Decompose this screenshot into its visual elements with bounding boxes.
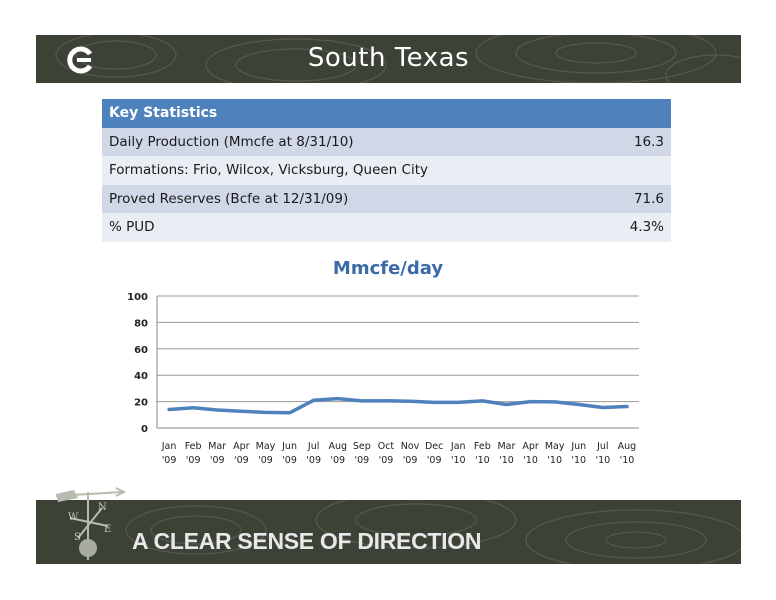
line-chart: 0 20 40 60 80 100 Jan '09 Feb '09 Mar '09 Apr '09 May '…: [127, 292, 639, 466]
topographic-pattern: [55, 35, 741, 83]
y-tick-label: 0: [141, 424, 148, 435]
x-tick-label: Jul: [307, 441, 319, 452]
x-tick-label: Jul: [596, 441, 608, 452]
svg-text:S: S: [74, 532, 81, 543]
y-tick-label: 60: [134, 345, 148, 356]
y-tick-label: 80: [134, 318, 148, 329]
x-tick-label: '10: [475, 455, 490, 466]
x-tick-label: May: [545, 441, 565, 452]
table-row: Proved Reserves (Bcfe at 12/31/09) 71.6: [102, 184, 671, 213]
x-tick-label: '09: [330, 455, 345, 466]
svg-text:W: W: [68, 512, 79, 523]
x-tick-label: Jun: [570, 441, 586, 452]
x-tick-label: '09: [162, 455, 177, 466]
key-statistics-table: Key Statistics Daily Production (Mmcfe a…: [102, 99, 671, 242]
row-value: 4.3%: [598, 213, 671, 242]
x-tick-label: Feb: [474, 441, 491, 452]
x-tick-label: Oct: [378, 441, 395, 452]
table-header-row: Key Statistics: [102, 99, 671, 128]
svg-text:E: E: [104, 524, 111, 535]
x-tick-label: Jun: [281, 441, 297, 452]
x-tick-label: '10: [620, 455, 635, 466]
y-tick-label: 40: [134, 371, 148, 382]
x-tick-label: '10: [451, 455, 466, 466]
x-tick-label: Jan: [161, 441, 177, 452]
x-tick-label: '09: [403, 455, 418, 466]
topographic-pattern: [125, 500, 741, 564]
x-tick-label: Sep: [353, 441, 371, 452]
x-tick-label: Mar: [208, 441, 226, 452]
y-tick-label: 20: [134, 398, 148, 409]
x-tick-label: '09: [379, 455, 394, 466]
row-label: Proved Reserves (Bcfe at 12/31/09): [102, 184, 599, 213]
series-line: [167, 396, 629, 415]
company-logo-icon: [64, 45, 94, 75]
x-tick-label: Aug: [328, 441, 347, 452]
row-value: 71.6: [598, 184, 671, 213]
x-tick-label: '10: [523, 455, 538, 466]
x-tick-label: Mar: [497, 441, 515, 452]
x-tick-label: '10: [499, 455, 514, 466]
table-row: % PUD 4.3%: [102, 213, 671, 242]
x-tick-label: '10: [571, 455, 586, 466]
x-tick-label: Aug: [618, 441, 637, 452]
x-tick-label: '09: [306, 455, 321, 466]
svg-text:N: N: [98, 502, 107, 513]
y-tick-label: 100: [127, 292, 148, 303]
x-tick-label: Feb: [185, 441, 202, 452]
row-value: [598, 156, 671, 185]
x-tick-label: '09: [186, 455, 201, 466]
x-tick-label: '09: [258, 455, 273, 466]
x-tick-label: Dec: [425, 441, 443, 452]
footer-banner: A CLEAR SENSE OF DIRECTION: [36, 500, 741, 564]
row-value: 16.3: [598, 127, 671, 156]
table-row: Daily Production (Mmcfe at 8/31/10) 16.3: [102, 127, 671, 156]
row-label: Daily Production (Mmcfe at 8/31/10): [102, 127, 599, 156]
x-tick-label: '10: [547, 455, 562, 466]
header-banner: South Texas: [36, 35, 741, 83]
table-header: Key Statistics: [102, 99, 671, 128]
table-row: Formations: Frio, Wilcox, Vicksburg, Que…: [102, 156, 671, 185]
weather-vane-icon: W E S N: [52, 482, 132, 562]
x-tick-label: '10: [595, 455, 610, 466]
tagline: A CLEAR SENSE OF DIRECTION: [132, 528, 482, 554]
chart-title: Mmcfe/day: [332, 258, 444, 279]
x-tick-label: Nov: [401, 441, 420, 452]
x-tick-label: '09: [210, 455, 225, 466]
x-tick-label: Jan: [450, 441, 466, 452]
x-tick-label: Apr: [233, 441, 250, 452]
page-title: South Texas: [307, 43, 470, 73]
x-tick-label: '09: [234, 455, 249, 466]
x-tick-label: Apr: [522, 441, 539, 452]
row-label: Formations: Frio, Wilcox, Vicksburg, Que…: [102, 156, 599, 185]
x-tick-label: '09: [354, 455, 369, 466]
row-label: % PUD: [102, 213, 599, 242]
x-tick-label: '09: [282, 455, 297, 466]
x-tick-label: May: [256, 441, 276, 452]
x-tick-label: '09: [427, 455, 442, 466]
